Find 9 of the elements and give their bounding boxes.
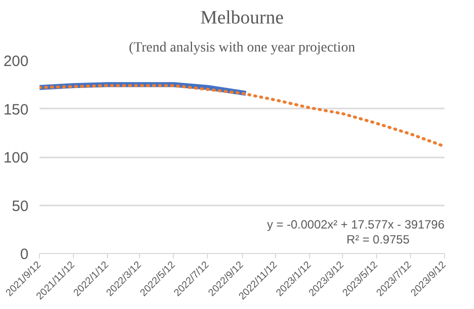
y-tick-label: 50 <box>12 198 29 215</box>
annotation: y = -0.0002x² + 17.577x - 391796 <box>267 218 445 232</box>
annotation: R² = 0.9755 <box>346 232 410 246</box>
y-tick-label: 0 <box>20 246 28 263</box>
chart-subtitle: (Trend analysis with one year projection <box>128 40 356 56</box>
y-tick-label: 150 <box>3 101 29 118</box>
y-tick-label: 200 <box>3 53 29 70</box>
chart-title: Melbourne <box>200 8 284 28</box>
y-tick-label: 100 <box>3 150 29 166</box>
